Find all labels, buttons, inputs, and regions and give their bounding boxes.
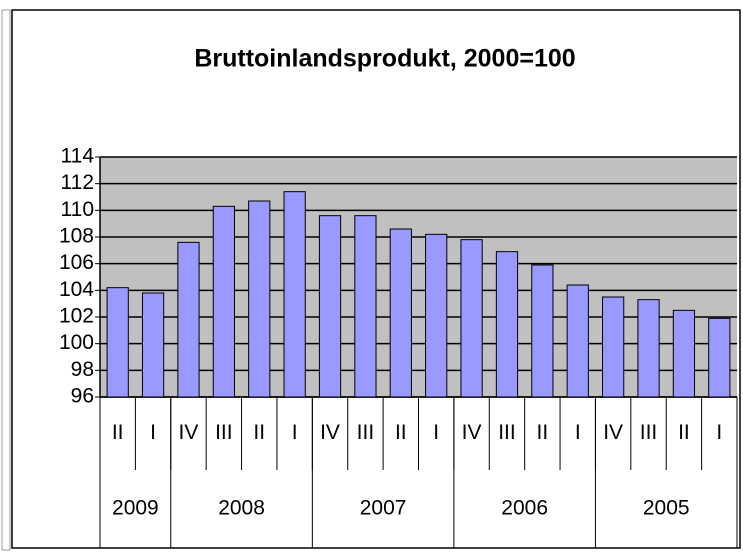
bar xyxy=(495,251,519,398)
bar xyxy=(177,241,200,398)
x-tick-label: II xyxy=(395,421,407,444)
bar xyxy=(637,299,660,398)
y-tick-label: 96 xyxy=(71,385,94,408)
bar xyxy=(212,205,235,398)
y-tick-label: 100 xyxy=(59,331,94,354)
x-tick-label: I xyxy=(575,421,581,444)
x-tick-label: II xyxy=(112,421,124,444)
group-label: 2006 xyxy=(501,497,548,520)
x-tick-label: I xyxy=(292,421,298,444)
bar xyxy=(672,309,696,398)
frame-edge xyxy=(1,9,11,551)
bar xyxy=(389,228,412,398)
group-label: 2008 xyxy=(218,497,265,520)
y-tick-label: 114 xyxy=(61,145,95,168)
x-tick-label: I xyxy=(433,421,439,444)
y-tick-label: 104 xyxy=(59,278,94,301)
group-label: 2007 xyxy=(360,497,407,520)
bar xyxy=(425,233,448,398)
x-tick-label: IV xyxy=(320,421,340,444)
bar xyxy=(460,239,483,398)
bar xyxy=(566,284,589,398)
bar xyxy=(354,215,377,398)
x-tick-label: II xyxy=(253,421,265,444)
x-tick-label: IV xyxy=(179,421,199,444)
x-tick-label: II xyxy=(678,421,690,444)
x-tick-label: IV xyxy=(603,421,623,444)
bar xyxy=(318,215,342,398)
bar xyxy=(708,317,731,398)
y-tick-label: 102 xyxy=(59,305,94,328)
group-label: 2009 xyxy=(112,497,159,520)
y-tick-label: 110 xyxy=(61,198,94,221)
bar xyxy=(531,264,554,398)
x-tick-label: IV xyxy=(462,421,482,444)
chart-title: Bruttoinlandsprodukt, 2000=100 xyxy=(194,45,575,73)
frame xyxy=(11,9,741,549)
bar xyxy=(141,292,165,398)
x-tick-label: III xyxy=(215,421,233,444)
x-tick-label: III xyxy=(498,421,516,444)
y-tick-label: 106 xyxy=(59,251,94,274)
plot-area xyxy=(100,157,737,397)
bar xyxy=(106,287,129,398)
x-tick-label: III xyxy=(640,421,658,444)
y-tick-label: 112 xyxy=(61,171,94,194)
x-tick-label: I xyxy=(716,421,722,444)
x-tick-label: II xyxy=(537,421,549,444)
y-tick-label: 98 xyxy=(71,358,94,381)
group-label: 2005 xyxy=(643,497,690,520)
bar xyxy=(248,200,271,398)
bar xyxy=(283,191,306,398)
y-tick-label: 108 xyxy=(59,225,94,248)
x-tick-label: I xyxy=(150,421,156,444)
bar xyxy=(602,296,625,398)
x-tick-label: III xyxy=(357,421,375,444)
